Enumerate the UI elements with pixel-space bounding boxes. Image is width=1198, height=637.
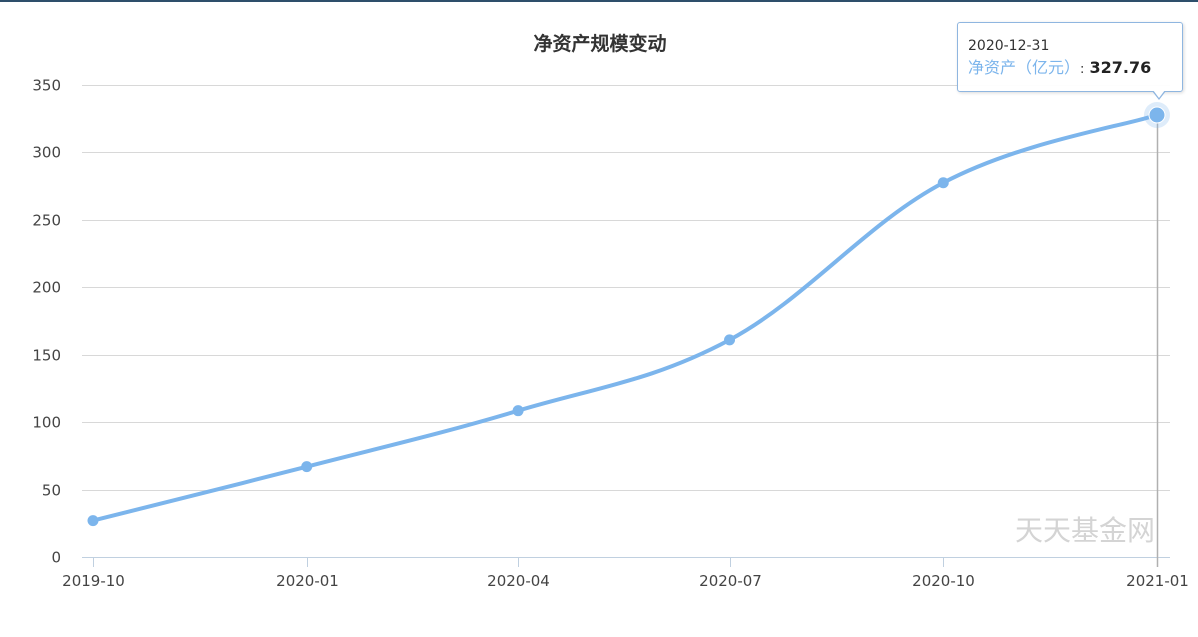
tooltip-series-label: 净资产（亿元） (968, 58, 1081, 77)
x-tick-label: 2020-01 (276, 572, 339, 590)
y-tick-label: 200 (32, 279, 61, 297)
x-tick-label: 2019-10 (62, 572, 125, 590)
tooltip: 2020-12-31 净资产（亿元）: 327.76 (957, 22, 1183, 92)
top-border (0, 0, 1198, 2)
x-axis (82, 557, 1170, 567)
tooltip-row: 净资产（亿元）: 327.76 (968, 58, 1172, 80)
y-tick-label: 50 (42, 482, 61, 500)
series-line-path[interactable] (91, 112, 1159, 523)
y-tick-label: 0 (51, 549, 61, 567)
data-point[interactable] (1148, 106, 1166, 124)
y-tick-label: 350 (32, 77, 61, 95)
x-axis-labels: 2019-10 2020-01 2020-04 2020-07 2020-10 2021-… (62, 572, 1189, 590)
tooltip-arrow-inner (1153, 90, 1165, 98)
x-tick-label: 2021-01 (1126, 572, 1189, 590)
x-tick-label: 2020-04 (487, 572, 550, 590)
tooltip-value: 327.76 (1089, 58, 1152, 77)
tooltip-separator: : (1080, 62, 1085, 77)
grid-lines (82, 85, 1170, 491)
series-points[interactable] (87, 101, 1171, 527)
y-tick-label: 250 (32, 212, 61, 230)
x-tick-label: 2020-10 (912, 572, 975, 590)
y-axis-labels: 0 50 100 150 200 250 300 350 (32, 77, 61, 567)
tooltip-date: 2020-12-31 (968, 38, 1050, 54)
data-point[interactable] (301, 461, 313, 473)
data-point[interactable] (724, 334, 736, 346)
x-tick-label: 2020-07 (699, 572, 762, 590)
y-tick-label: 100 (32, 414, 61, 432)
data-point[interactable] (512, 405, 524, 417)
chart-title: 净资产规模变动 (533, 32, 666, 55)
watermark-text: 天天基金网 (1015, 514, 1155, 547)
y-tick-label: 300 (32, 144, 61, 162)
data-point[interactable] (87, 515, 99, 527)
y-tick-label: 150 (32, 347, 61, 365)
data-point[interactable] (937, 177, 949, 189)
series-line[interactable] (91, 112, 1159, 523)
